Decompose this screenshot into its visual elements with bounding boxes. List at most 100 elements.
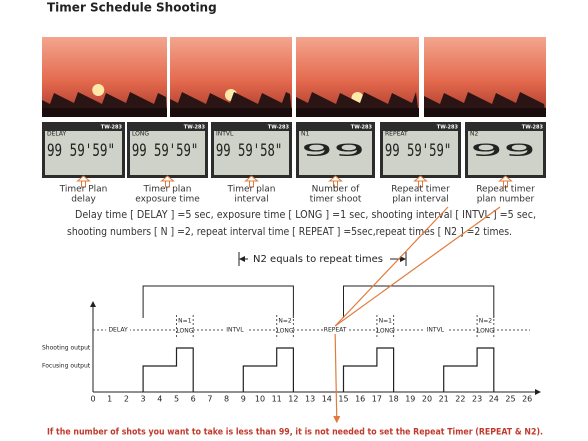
phase-top: N=1: [379, 318, 393, 325]
phase-top: N=2: [278, 318, 292, 325]
pulse: [443, 347, 495, 392]
lcd-display: 99: [301, 141, 366, 161]
n2-note: N2 equals to repeat times: [253, 254, 383, 265]
axis-label: 16: [355, 395, 365, 404]
footer-note: If the number of shots you want to take …: [47, 428, 543, 438]
axis-label: 13: [305, 395, 315, 404]
ground: [424, 108, 546, 117]
label-bg: [478, 316, 493, 336]
lcd-screen: [130, 131, 205, 175]
phase-label: LONG: [277, 328, 294, 335]
arrow-head: [76, 175, 91, 182]
label-bg: [222, 326, 247, 334]
lcd-screen: [45, 131, 122, 175]
phase-label: INTVL: [427, 327, 445, 334]
phase-label: REPEAT: [324, 327, 347, 334]
axis-label: 21: [439, 395, 449, 404]
lcd-screen: [214, 131, 289, 175]
lcd-model: TW-283: [101, 125, 123, 131]
axis-label: 9: [241, 395, 246, 404]
axis-label: 2: [124, 395, 129, 404]
lcd-label: N2: [470, 131, 478, 138]
phase-label: LONG: [176, 328, 193, 335]
axis-label: 18: [389, 395, 399, 404]
ground: [42, 108, 167, 117]
lcd-model: TW-283: [351, 125, 373, 131]
pointer: [334, 206, 449, 327]
phase-top: N=2: [479, 318, 493, 325]
arrow-head: [328, 175, 343, 182]
pulse: [242, 347, 294, 392]
description: shooting numbers [ N ] =2, repeat interv…: [67, 226, 512, 238]
lcd-label: INTVL: [216, 131, 234, 138]
axis-label: 22: [455, 395, 465, 404]
axis-label: 24: [489, 395, 499, 404]
axis-label: 19: [405, 395, 415, 404]
axis-label: 12: [288, 395, 298, 404]
lcd-label: LONG: [132, 131, 149, 138]
lcd-screen: [383, 131, 458, 175]
sun: [92, 84, 105, 96]
lcd-model: TW-283: [522, 125, 544, 131]
phase-label: LONG: [477, 328, 494, 335]
axis-label: 0: [90, 395, 95, 404]
title: Timer Schedule Shooting: [47, 1, 217, 15]
axis-label: 8: [224, 395, 229, 404]
lcd-label: DELAY: [47, 131, 67, 138]
output-label: Focusing output: [42, 363, 91, 370]
ground: [170, 108, 292, 117]
axis-label: 25: [505, 395, 515, 404]
lcd-display: 99: [470, 141, 536, 161]
pointer: [334, 206, 501, 327]
axis-label: 6: [191, 395, 196, 404]
axis-label: 1: [107, 395, 112, 404]
arrow-head: [498, 175, 513, 182]
label-bg: [323, 326, 348, 334]
phase-label: INTVL: [226, 327, 244, 334]
axis-label: 10: [255, 395, 265, 404]
caption: timer shoot: [310, 195, 362, 205]
lcd-display: 99 59'58": [216, 141, 282, 161]
label-bg: [423, 326, 448, 334]
caption: Timer plan: [142, 185, 191, 195]
axis-label: 4: [157, 395, 162, 404]
caption: plan number: [477, 195, 535, 205]
pulse: [342, 347, 395, 392]
output-label: Shooting output: [42, 345, 91, 352]
lcd-model: TW-283: [437, 125, 459, 131]
lcd-display: 99 59'59": [385, 141, 451, 161]
caption: plan interval: [392, 195, 449, 205]
pointer: [333, 333, 341, 424]
axis-label: 11: [272, 395, 282, 404]
caption: Timer Plan: [59, 185, 108, 195]
lcd-label: REPEAT: [385, 131, 408, 138]
caption: Repeat timer: [476, 185, 535, 195]
lcd-model: TW-283: [268, 125, 290, 131]
axis-label: 14: [322, 395, 332, 404]
arrow-head: [244, 175, 259, 182]
caption: Number of: [312, 185, 361, 195]
arrow-head: [413, 175, 428, 182]
lcd-display: 99 59'59": [132, 141, 198, 161]
bracket: [142, 285, 294, 318]
arrow-head: [160, 175, 175, 182]
axis-label: 23: [472, 395, 482, 404]
lcd-screen: [468, 131, 543, 175]
axis-label: 15: [338, 395, 348, 404]
description: Delay time [ DELAY ] =5 sec, exposure ti…: [75, 209, 536, 221]
lcd-display: 99 59'59": [47, 141, 115, 161]
phase-label: DELAY: [108, 327, 128, 334]
bracket: [343, 285, 495, 318]
caption: exposure time: [135, 195, 200, 205]
ground: [296, 108, 419, 117]
caption: Timer plan: [226, 185, 275, 195]
label-bg: [378, 316, 393, 336]
lcd-screen: [299, 131, 372, 175]
axis-label: 5: [174, 395, 179, 404]
caption: interval: [234, 195, 268, 205]
caption: delay: [71, 195, 96, 205]
pulse: [142, 347, 194, 392]
label-bg: [278, 316, 293, 336]
axis-label: 26: [522, 395, 532, 404]
